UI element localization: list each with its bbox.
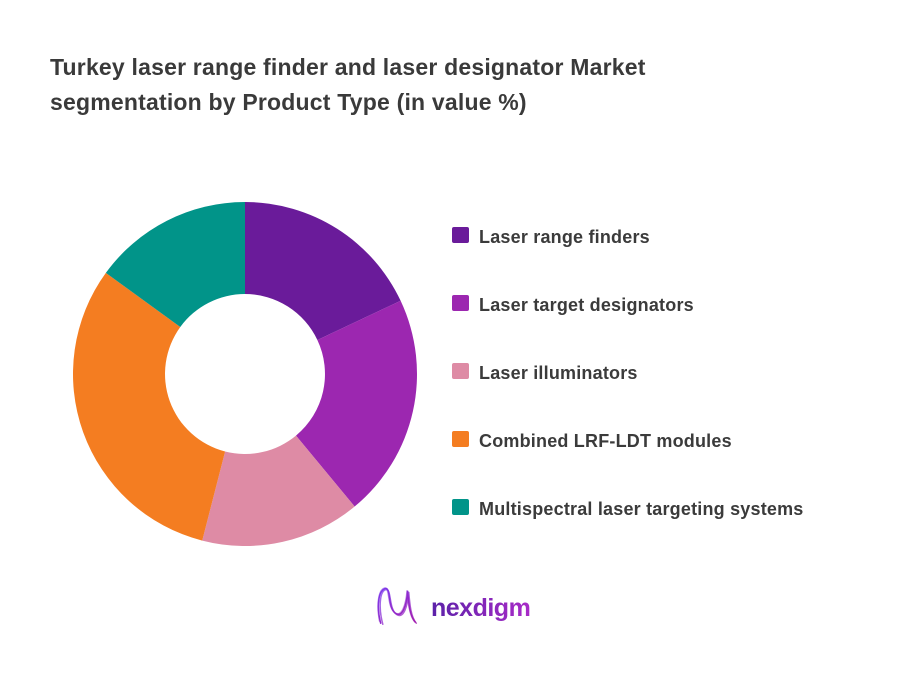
legend-label: Laser range finders bbox=[479, 227, 650, 247]
donut-segment-2 bbox=[295, 300, 417, 507]
legend-label: Combined LRF-LDT modules bbox=[479, 431, 732, 451]
donut-segment-1 bbox=[245, 202, 401, 340]
donut-chart bbox=[65, 194, 425, 554]
legend-item-laser-target-designators: Laser target designators bbox=[452, 292, 804, 318]
legend-marker bbox=[452, 227, 469, 243]
legend-label: Laser target designators bbox=[479, 295, 694, 315]
donut-segment-3 bbox=[202, 435, 355, 547]
donut-svg bbox=[72, 202, 417, 547]
legend-item-multispectral-laser-targeting-systems: Multispectral laser targeting systems bbox=[452, 496, 804, 522]
donut-segment-5 bbox=[105, 202, 245, 327]
legend-item-laser-range-finders: Laser range finders bbox=[452, 224, 804, 250]
legend-marker bbox=[452, 295, 469, 311]
nexdigm-logo: nexdigm bbox=[372, 582, 535, 632]
legend-marker bbox=[452, 431, 469, 447]
legend-marker bbox=[452, 363, 469, 379]
legend-marker bbox=[452, 499, 469, 515]
nexdigm-logo-mark-icon bbox=[377, 587, 418, 626]
donut-segment-4 bbox=[72, 272, 226, 541]
legend: Laser range finders Laser target designa… bbox=[452, 224, 804, 522]
nexdigm-wordmark: nexdigm bbox=[431, 594, 531, 622]
legend-item-combined-lrf-ldt-modules: Combined LRF-LDT modules bbox=[452, 428, 804, 454]
nexdigm-logo-text: nexdigm bbox=[431, 594, 530, 622]
legend-label: Laser illuminators bbox=[479, 363, 638, 383]
legend-label: Multispectral laser targeting systems bbox=[479, 499, 804, 519]
legend-item-laser-illuminators: Laser illuminators bbox=[452, 360, 804, 386]
chart-title: Turkey laser range finder and laser desi… bbox=[50, 54, 646, 115]
